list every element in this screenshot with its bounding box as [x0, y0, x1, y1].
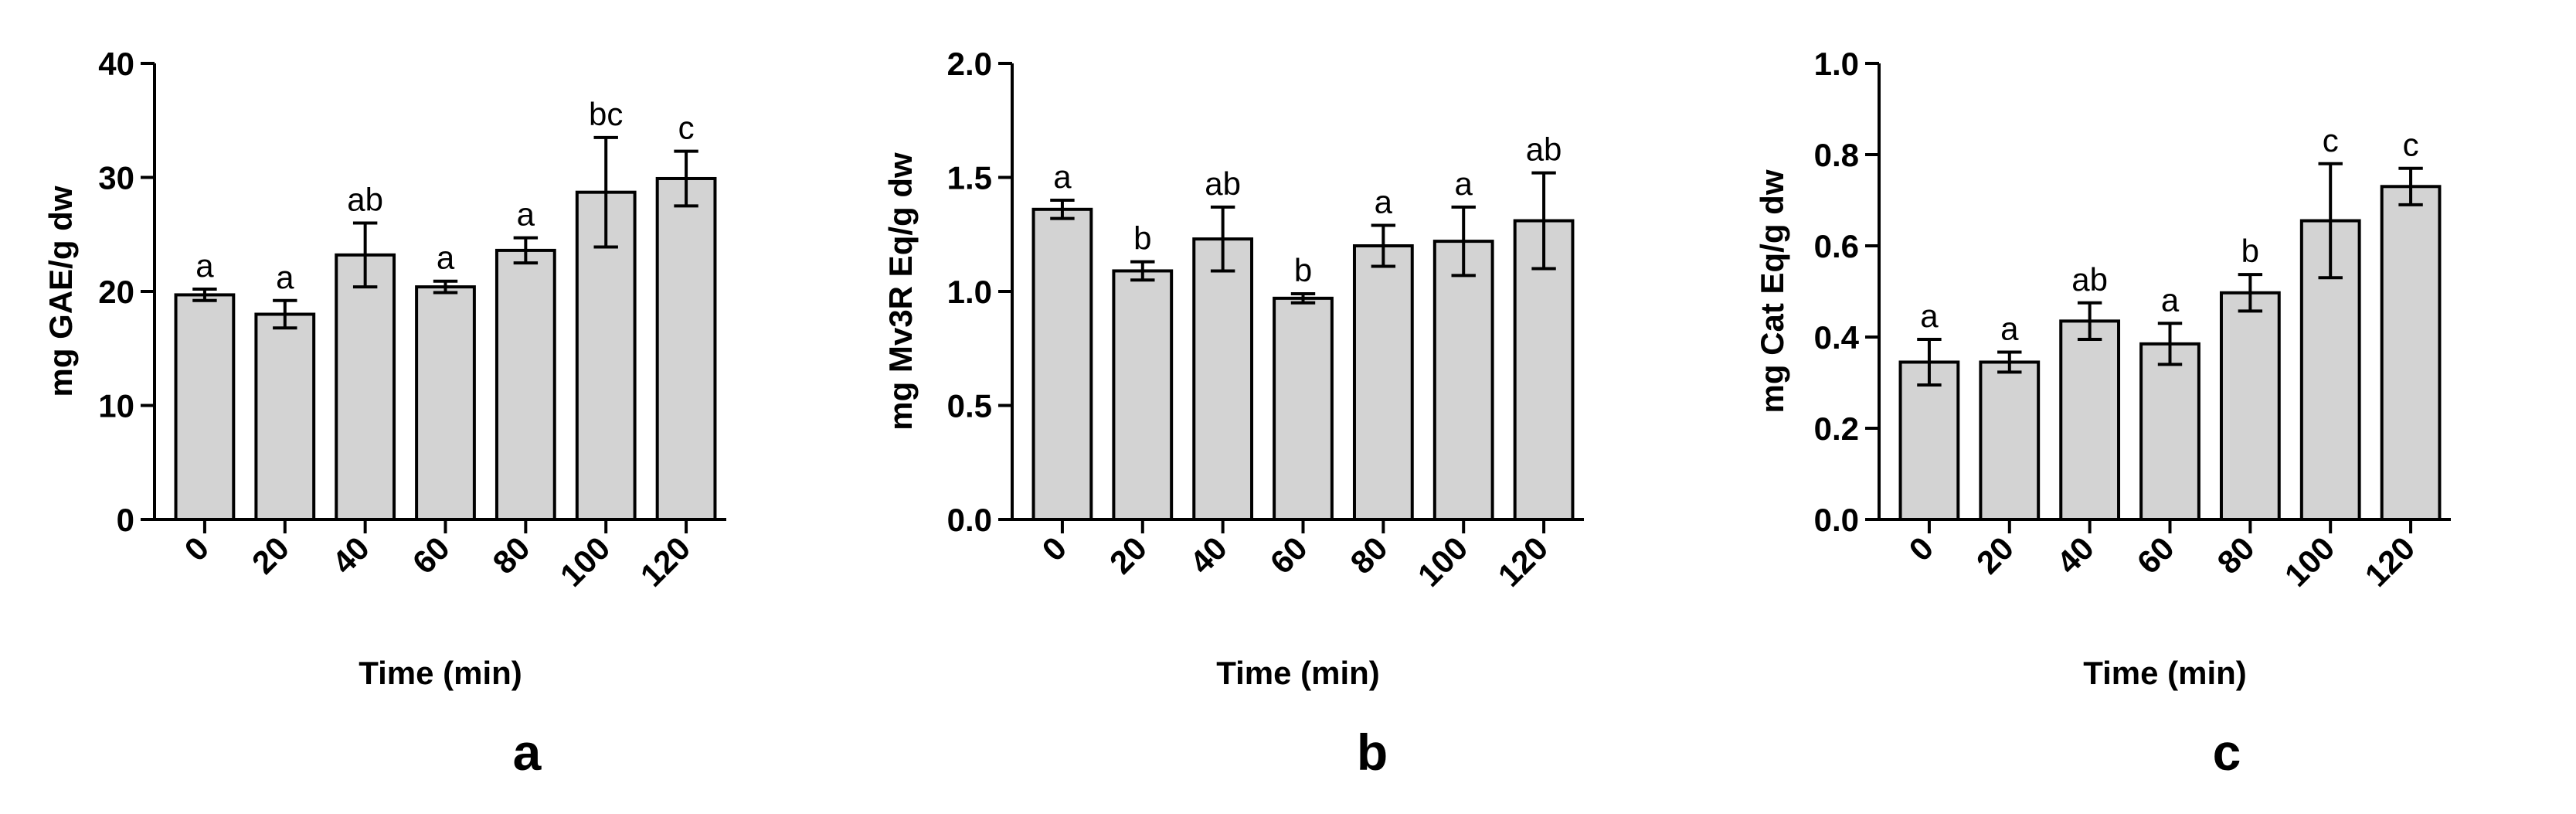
- x-tick-label: 80: [2210, 530, 2261, 581]
- significance-label: ab: [1526, 131, 1562, 168]
- significance-label: bc: [589, 96, 623, 132]
- x-tick-label: 120: [1491, 530, 1555, 594]
- x-tick-label: 80: [485, 530, 536, 581]
- significance-label: b: [1294, 252, 1312, 288]
- x-tick-label: 20: [245, 530, 296, 581]
- significance-label: c: [678, 110, 695, 146]
- y-axis-title: mg GAE/g dw: [42, 186, 79, 397]
- y-tick-label: 1.5: [947, 160, 992, 196]
- y-tick-label: 0: [117, 502, 134, 538]
- x-tick-label: 100: [553, 530, 617, 594]
- x-tick-label: 40: [325, 530, 376, 581]
- y-tick-label: 0.4: [1814, 319, 1860, 356]
- x-tick-label: 80: [1343, 530, 1394, 581]
- bar: [2139, 342, 2200, 521]
- y-axis-title: mg Cat Eq/g dw: [1754, 169, 1790, 413]
- y-axis-title: mg Mv3R Eq/g dw: [882, 152, 919, 431]
- significance-label: a: [437, 240, 455, 276]
- x-tick-label: 120: [634, 530, 698, 594]
- y-tick-label: 40: [98, 46, 134, 82]
- y-tick-label: 0.0: [1814, 502, 1859, 538]
- significance-label: b: [1133, 220, 1151, 257]
- x-tick-label: 20: [1969, 530, 2020, 581]
- chart-panel-c: 0.0 0.2 0.4 0.6 0.8 1.0 a 0 a 20 ab 40 a 60 b 80 c 100 c 12…: [1754, 46, 2451, 781]
- y-tick-label: 30: [98, 160, 134, 196]
- bar: [254, 312, 316, 521]
- bar: [2380, 185, 2442, 522]
- x-tick-label: 60: [2130, 530, 2181, 581]
- x-tick-label: 100: [1411, 530, 1475, 594]
- bar: [2219, 291, 2281, 521]
- significance-label: a: [2000, 310, 2019, 346]
- significance-label: c: [2403, 127, 2419, 163]
- significance-label: a: [1920, 298, 1939, 334]
- panel-label: a: [513, 724, 542, 781]
- x-tick-label: 40: [2050, 530, 2101, 581]
- significance-label: a: [1375, 183, 1393, 220]
- x-tick-label: 120: [2358, 530, 2422, 594]
- y-tick-label: 1.0: [1814, 46, 1859, 82]
- x-tick-label: 40: [1183, 530, 1234, 581]
- x-tick-label: 0: [1035, 530, 1074, 568]
- y-tick-label: 10: [98, 388, 134, 424]
- y-tick-label: 0.8: [1814, 137, 1859, 173]
- significance-label: ab: [1205, 165, 1241, 202]
- y-tick-label: 1.0: [947, 274, 992, 310]
- x-axis-title: Time (min): [1216, 655, 1380, 691]
- bar: [335, 253, 396, 521]
- x-axis-title: Time (min): [2083, 655, 2247, 691]
- y-tick-label: 2.0: [947, 46, 992, 82]
- bar: [415, 285, 476, 521]
- significance-label: ab: [347, 182, 383, 218]
- significance-label: ab: [2071, 261, 2108, 298]
- y-tick-label: 0.2: [1814, 410, 1859, 447]
- bar: [1112, 269, 1174, 521]
- significance-label: a: [276, 259, 294, 295]
- significance-label: b: [2241, 233, 2259, 269]
- significance-label: a: [1053, 158, 1072, 195]
- x-tick-label: 100: [2278, 530, 2342, 594]
- significance-label: a: [2161, 281, 2180, 318]
- x-axis-title: Time (min): [359, 655, 522, 691]
- y-tick-label: 20: [98, 274, 134, 310]
- bar: [1352, 244, 1414, 521]
- panel-label: c: [2213, 724, 2241, 781]
- significance-label: a: [517, 196, 535, 233]
- significance-label: a: [195, 247, 214, 284]
- x-tick-label: 20: [1103, 530, 1154, 581]
- chart-panel-a: 0 10 20 30 40 a 0 a 20 ab 40 a 60 a 80 bc 100 c 120 Time (m…: [42, 46, 726, 781]
- bar: [655, 176, 717, 521]
- bar: [494, 248, 556, 521]
- bar: [174, 293, 236, 521]
- chart-panel-b: 0.0 0.5 1.0 1.5 2.0 a 0 b 20 ab 40 b 60 a 80 a 100 ab 120 T…: [882, 46, 1584, 781]
- x-tick-label: 0: [178, 530, 216, 568]
- bar: [1979, 360, 2041, 522]
- y-tick-label: 0.0: [947, 502, 992, 538]
- panel-label: b: [1357, 724, 1388, 781]
- x-tick-label: 60: [406, 530, 457, 581]
- bar: [1432, 240, 1494, 521]
- y-tick-label: 0.6: [1814, 228, 1859, 264]
- y-tick-label: 0.5: [947, 388, 992, 424]
- bar: [1192, 237, 1254, 521]
- bar: [1031, 207, 1093, 521]
- significance-label: a: [1455, 165, 1473, 202]
- significance-label: c: [2323, 122, 2339, 158]
- x-tick-label: 0: [1902, 530, 1941, 568]
- bar: [2059, 319, 2121, 521]
- x-tick-label: 60: [1263, 530, 1314, 581]
- bar: [1273, 296, 1334, 521]
